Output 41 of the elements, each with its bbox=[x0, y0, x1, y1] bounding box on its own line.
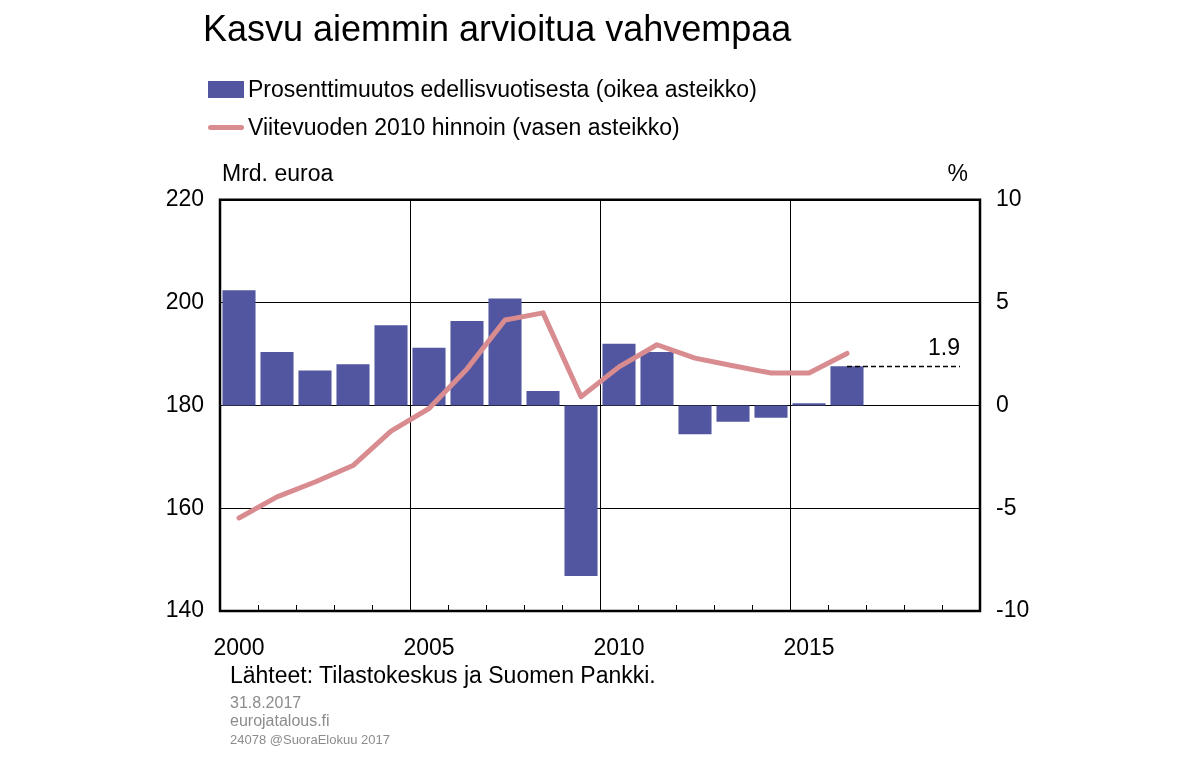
bar bbox=[716, 405, 750, 422]
text: Lähteet: Tilastokeskus ja Suomen Pankki. bbox=[230, 662, 656, 689]
bar bbox=[450, 321, 484, 406]
text: 31.8.2017 bbox=[230, 694, 302, 712]
text: eurojatalous.fi bbox=[230, 712, 330, 730]
text: 24078 @SuoraElokuu 2017 bbox=[230, 732, 390, 747]
bar bbox=[412, 347, 446, 406]
bar bbox=[260, 351, 294, 406]
y-tick-label: 160 bbox=[165, 493, 204, 520]
y2-axis-title: % bbox=[947, 160, 968, 187]
bar bbox=[754, 405, 788, 418]
ref-line-label: 1.9 bbox=[928, 334, 960, 361]
legend-label: Viitevuoden 2010 hinnoin (vasen asteikko) bbox=[248, 113, 680, 141]
bar bbox=[792, 403, 826, 406]
bar bbox=[298, 370, 332, 406]
x-tick-label: 2000 bbox=[213, 634, 265, 661]
y2-tick-label: -5 bbox=[996, 493, 1017, 520]
bar bbox=[602, 343, 636, 406]
bar bbox=[526, 391, 560, 406]
y2-tick-label: 0 bbox=[996, 390, 1009, 417]
y-axis-title: Mrd. euroa bbox=[222, 160, 334, 187]
legend-label: Prosenttimuutos edellisvuotisesta (oikea asteikko) bbox=[248, 75, 757, 103]
bar bbox=[488, 298, 522, 406]
x-tick-label: 2010 bbox=[593, 634, 645, 661]
y-tick-label: 220 bbox=[165, 185, 204, 212]
bar bbox=[640, 351, 674, 406]
bar bbox=[336, 364, 370, 406]
y-tick-label: 200 bbox=[165, 287, 204, 314]
y2-tick-label: 5 bbox=[996, 287, 1009, 314]
x-tick-label: 2015 bbox=[783, 634, 835, 661]
y-tick-label: 180 bbox=[165, 390, 204, 417]
x-tick-label: 2005 bbox=[403, 634, 455, 661]
bar bbox=[678, 405, 712, 435]
y-tick-label: 140 bbox=[165, 596, 204, 623]
bar bbox=[564, 405, 598, 577]
bar bbox=[830, 366, 864, 406]
y2-tick-label: -10 bbox=[996, 596, 1030, 623]
y2-tick-label: 10 bbox=[996, 185, 1022, 212]
bar bbox=[222, 290, 256, 406]
bar bbox=[374, 325, 408, 406]
chart-title: Kasvu aiemmin arvioitua vahvempaa bbox=[203, 8, 792, 50]
